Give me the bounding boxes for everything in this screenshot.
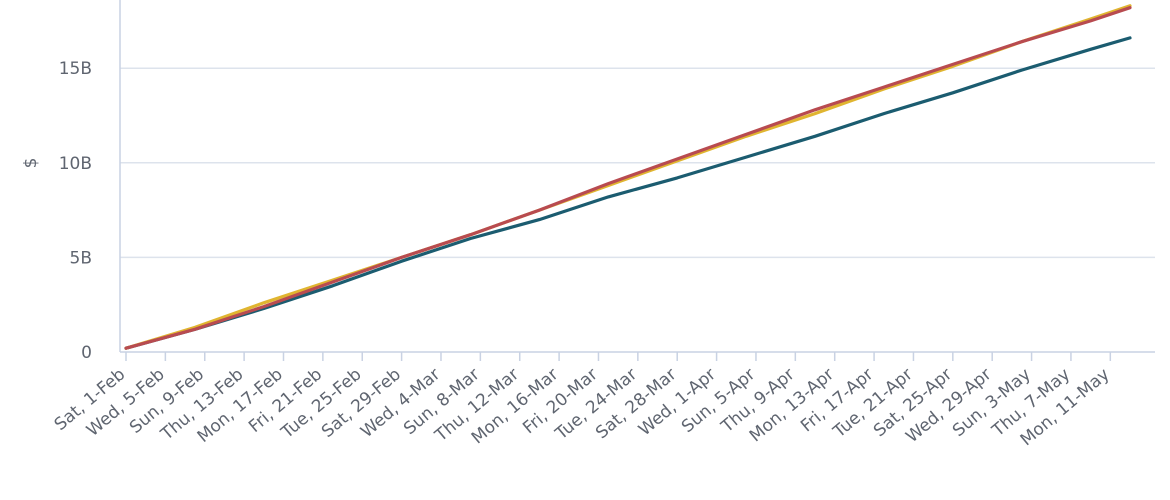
y-tick-labels: 0 5B 10B 15B — [59, 59, 92, 363]
y-tick-label: 15B — [59, 59, 92, 79]
axes — [119, 0, 1155, 361]
series-line-2 — [124, 6, 1132, 350]
y-tick-label: 10B — [59, 154, 92, 174]
y-axis-title: $ — [21, 158, 41, 169]
series-lines — [124, 4, 1132, 350]
gridlines — [120, 67, 1155, 259]
y-tick-label: 0 — [81, 343, 92, 363]
y-tick-label: 5B — [70, 248, 92, 268]
series-line-3 — [124, 36, 1132, 350]
